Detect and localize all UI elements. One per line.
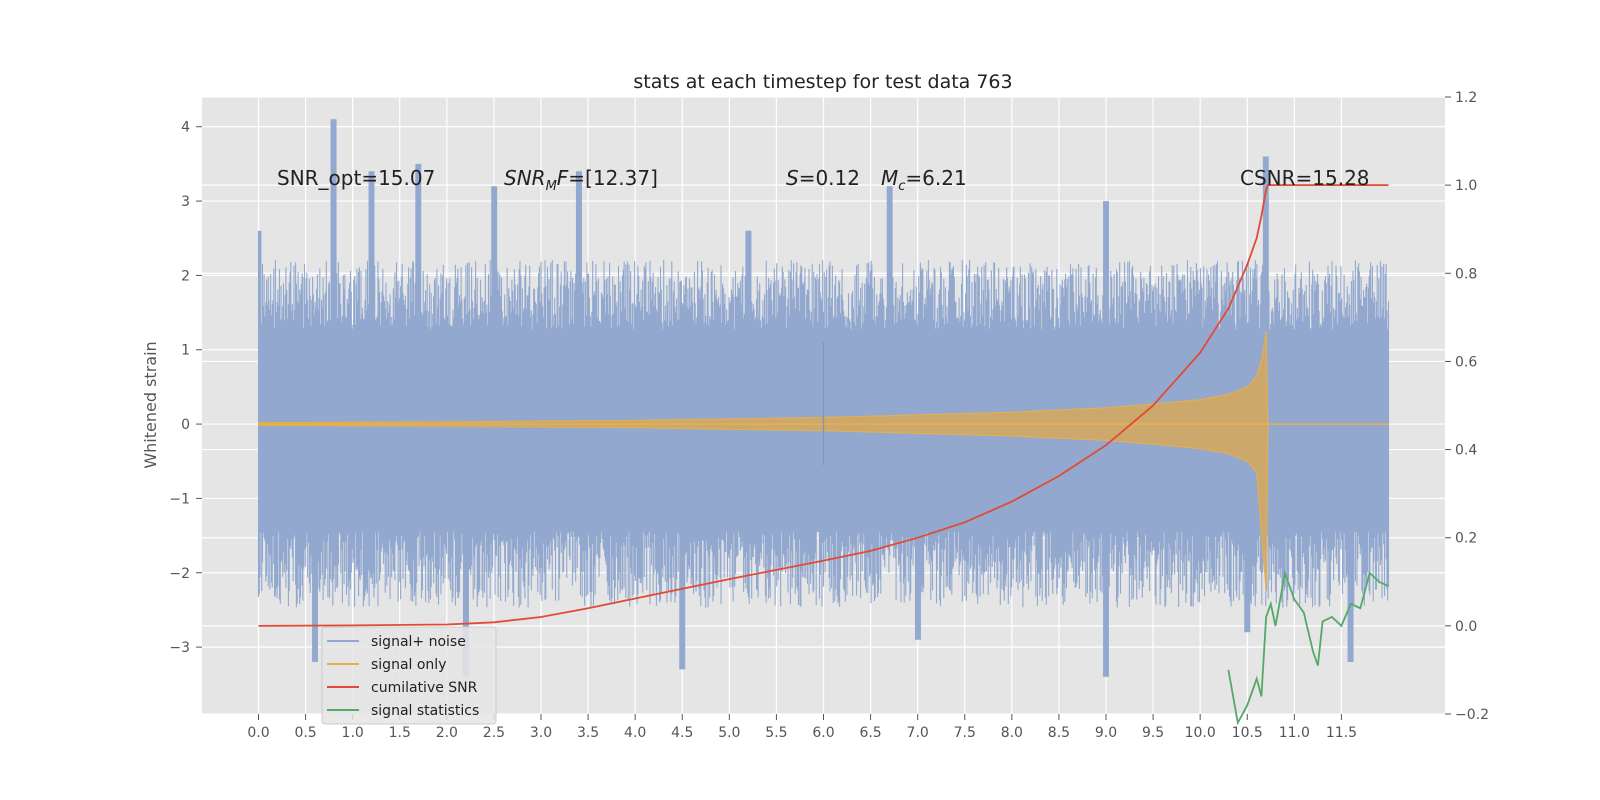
x-tick-label: 1.0 [342,725,364,741]
chart-title: stats at each timestep for test data 763 [633,71,1012,93]
y2-tick-label: 0.0 [1455,619,1477,635]
y-axis-ticks: 4 3 2 1 0 −1 −2 −3 [169,120,202,656]
y-tick-label: 2 [181,268,190,284]
series-line-cumulative-snr [258,184,1389,627]
y2-axis-ticks: 1.2 1.0 0.8 0.6 0.4 0.2 0.0 −0.2 [1445,90,1489,723]
y-tick-label: 4 [181,120,190,136]
x-tick-label: 0.5 [294,725,316,741]
annotation-snr-opt: SNR_opt=15.07 [277,166,435,190]
y-tick-label: 0 [181,417,190,433]
legend-label-signal-only: signal only [371,657,446,673]
x-tick-label: 4.5 [671,725,693,741]
series-signal-only [258,331,1389,592]
y-axis-label: Whitened strain [141,341,160,468]
y2-tick-label: 0.8 [1455,266,1477,282]
x-tick-label: 2.0 [436,725,458,741]
x-tick-label: 11.5 [1326,725,1357,741]
x-tick-label: 3.5 [577,725,599,741]
x-tick-label: 5.0 [718,725,740,741]
x-tick-label: 7.5 [954,725,976,741]
y-tick-label: −2 [169,566,190,582]
x-tick-label: 2.5 [483,725,505,741]
y-tick-label: −3 [169,640,190,656]
annotation-mc: Mc=6.21 [881,166,967,194]
annotation-s: S=0.12 [786,166,860,190]
y2-tick-label: −0.2 [1455,707,1489,723]
y2-tick-label: 0.4 [1455,443,1477,459]
x-tick-label: 8.0 [1001,725,1023,741]
x-tick-label: 3.0 [530,725,552,741]
legend: signal+ noise signal only cumilative SNR… [321,626,497,725]
y2-tick-label: 1.0 [1455,178,1477,194]
annotation-snr-mf: SNRMF=[12.37] [504,166,658,194]
series-line-signal-statistics [1227,569,1389,726]
x-tick-label: 8.5 [1048,725,1070,741]
legend-label-signal-noise: signal+ noise [371,634,466,650]
x-tick-label: 1.5 [389,725,411,741]
legend-label-signal-statistics: signal statistics [371,703,479,719]
x-axis-ticks: 0.0 0.5 1.0 1.5 2.0 2.5 3.0 3.5 4.0 4.5 5.0 5.5 6.0 6… [247,714,1357,741]
x-tick-label: 11.0 [1279,725,1310,741]
legend-label-cumulative-snr: cumilative SNR [371,680,478,696]
x-tick-label: 9.5 [1142,725,1164,741]
x-tick-label: 10.5 [1232,725,1263,741]
x-tick-label: 4.0 [624,725,646,741]
x-tick-label: 7.0 [907,725,929,741]
y-tick-label: 1 [181,343,190,359]
x-tick-label: 9.0 [1095,725,1117,741]
x-tick-label: 6.0 [812,725,834,741]
annotation-csnr: CSNR=15.28 [1240,166,1370,190]
x-tick-label: 10.0 [1185,725,1216,741]
y-tick-label: 3 [181,194,190,210]
y2-tick-label: 1.2 [1455,90,1477,106]
series-signal-statistics [1227,569,1389,726]
legend-box [321,626,497,725]
y2-tick-label: 0.2 [1455,531,1477,547]
y-tick-label: −1 [169,491,190,507]
x-tick-label: 5.5 [765,725,787,741]
x-tick-label: 0.0 [247,725,269,741]
y2-tick-label: 0.6 [1455,354,1477,370]
series-cumulative-snr [258,184,1389,627]
x-tick-label: 6.5 [859,725,881,741]
